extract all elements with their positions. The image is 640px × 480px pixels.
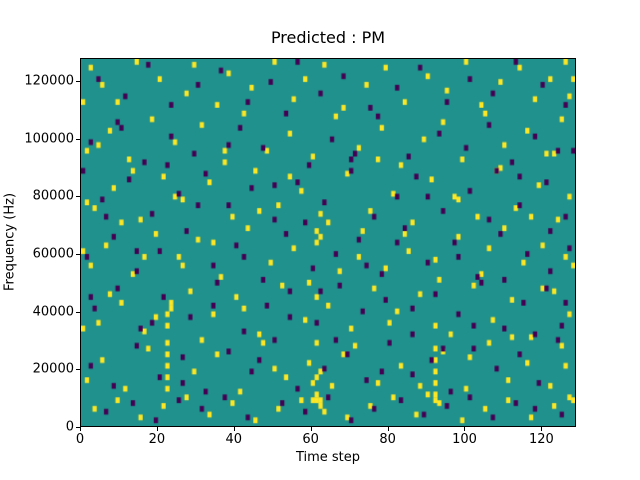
y-tick-mark	[76, 81, 80, 83]
x-tick-mark	[156, 427, 158, 431]
y-tick-mark	[76, 254, 80, 256]
y-tick-mark	[76, 427, 80, 428]
x-tick-label: 120	[528, 432, 554, 447]
x-tick-mark	[310, 427, 312, 431]
y-tick-mark	[76, 369, 80, 371]
y-tick-label: 120000	[24, 73, 74, 89]
y-tick-label: 0	[65, 419, 74, 435]
y-tick-mark	[76, 311, 80, 313]
y-tick-mark	[76, 196, 80, 198]
y-axis-label: Frequency (Hz)	[2, 192, 18, 292]
y-tick-label: 40000	[32, 304, 74, 320]
y-tick-label: 20000	[32, 361, 74, 377]
x-axis-label: Time step	[295, 450, 361, 465]
x-tick-mark	[387, 427, 389, 431]
plot-area	[80, 58, 576, 427]
x-tick-label: 40	[225, 432, 243, 447]
x-tick-label: 0	[75, 432, 85, 447]
x-tick-mark	[464, 427, 466, 431]
x-tick-mark	[233, 427, 235, 431]
plot-title: Predicted : PM	[270, 28, 386, 47]
x-tick-label: 100	[452, 432, 477, 447]
x-tick-label: 80	[379, 432, 396, 447]
y-tick-label: 80000	[32, 188, 74, 204]
heatmap-canvas	[81, 59, 575, 426]
x-tick-label: 20	[148, 432, 166, 447]
x-tick-label: 60	[302, 432, 319, 447]
y-tick-label: 100000	[24, 131, 74, 147]
x-tick-mark	[541, 427, 543, 431]
y-tick-mark	[76, 138, 80, 140]
x-tick-mark	[80, 427, 81, 431]
y-tick-label: 60000	[32, 246, 74, 262]
